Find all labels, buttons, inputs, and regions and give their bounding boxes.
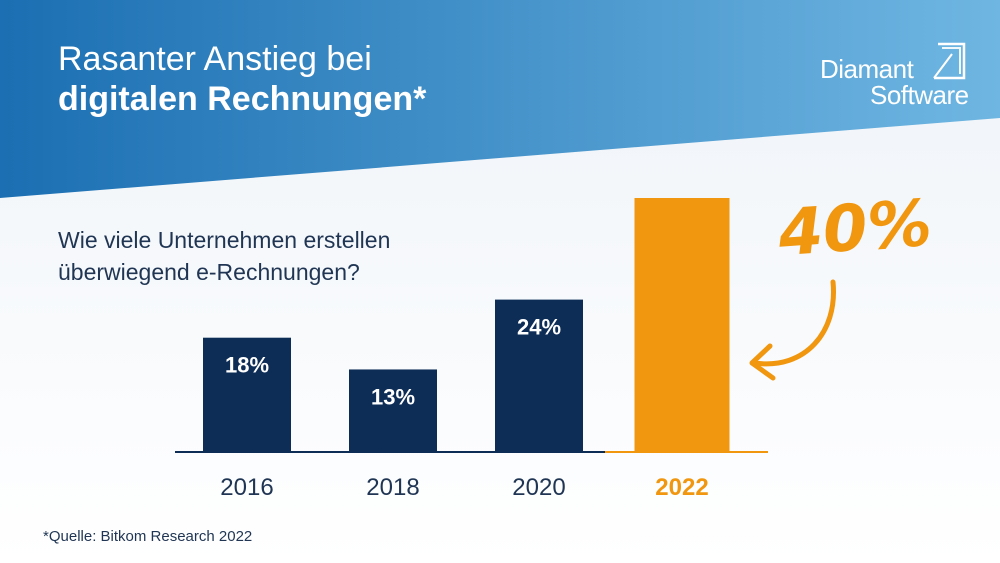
page-title-line2: digitalen Rechnungen* (58, 80, 427, 118)
question-line2: überwiegend e-Rechnungen? (58, 259, 360, 285)
bar-2022 (634, 198, 730, 452)
bar-2020 (495, 299, 583, 452)
bar-2016 (203, 337, 291, 452)
question-line1: Wie viele Unternehmen erstellen (58, 227, 391, 253)
data-label-2016: 18% (225, 353, 269, 378)
data-label-2022: 40% (775, 187, 934, 272)
bar-2018 (349, 369, 437, 452)
x-tick-label-2020: 2020 (512, 474, 565, 501)
page-title-line1: Rasanter Anstieg bei (58, 40, 372, 78)
x-tick-label-2016: 2016 (220, 474, 273, 501)
logo-text-line1: Diamant (820, 54, 914, 84)
logo-text-line2: Software (870, 80, 969, 110)
data-label-2018: 13% (371, 384, 415, 409)
x-tick-label-2018: 2018 (366, 474, 419, 501)
curved-arrow-icon (749, 279, 836, 381)
source-note: *Quelle: Bitkom Research 2022 (43, 528, 253, 545)
logo-mark-icon (933, 42, 966, 80)
chart-question: Wie viele Unternehmen erstellen überwieg… (58, 224, 390, 288)
data-label-2020: 24% (517, 315, 561, 340)
x-tick-label-2022: 2022 (655, 474, 708, 501)
diamant-software-logo: Diamant Software (820, 40, 970, 110)
